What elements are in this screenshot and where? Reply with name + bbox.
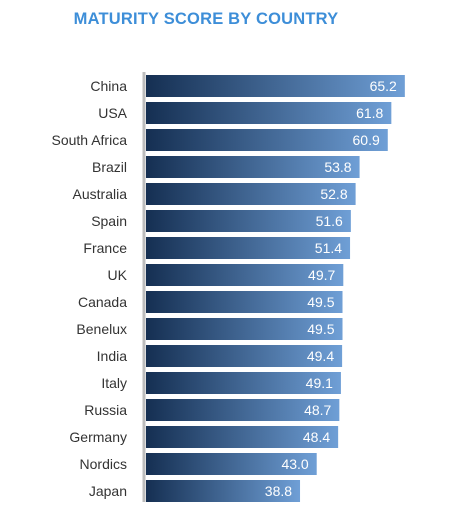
bar-australia [146, 183, 356, 205]
category-label-usa: USA [98, 105, 127, 121]
category-label-spain: Spain [91, 213, 127, 229]
bar-uk [146, 264, 344, 286]
category-label-nordics: Nordics [80, 456, 127, 472]
category-label-canada: Canada [78, 294, 127, 310]
bar-india [146, 345, 343, 367]
value-label-benelux: 49.5 [307, 321, 334, 337]
bar-benelux [146, 318, 343, 340]
bar-china [146, 75, 405, 97]
chart-title: MATURITY SCORE BY COUNTRY [73, 10, 339, 28]
bar-spain [146, 210, 351, 232]
category-label-australia: Australia [73, 186, 128, 202]
value-label-australia: 52.8 [320, 186, 347, 202]
value-label-china: 65.2 [370, 78, 397, 94]
value-label-south-africa: 60.9 [353, 132, 380, 148]
category-label-india: India [97, 348, 128, 364]
value-label-france: 51.4 [315, 240, 342, 256]
value-label-canada: 49.5 [307, 294, 334, 310]
category-label-china: China [90, 78, 127, 94]
value-label-spain: 51.6 [316, 213, 343, 229]
bar-canada [146, 291, 343, 313]
value-label-nordics: 43.0 [281, 456, 308, 472]
value-label-japan: 38.8 [265, 483, 292, 499]
category-label-benelux: Benelux [76, 321, 127, 337]
category-label-japan: Japan [89, 483, 127, 499]
value-label-brazil: 53.8 [324, 159, 351, 175]
bar-south-africa [146, 129, 388, 151]
bar-france [146, 237, 351, 259]
category-label-france: France [83, 240, 127, 256]
value-label-uk: 49.7 [308, 267, 335, 283]
bar-italy [146, 372, 341, 394]
bar-nordics [146, 453, 317, 475]
category-label-russia: Russia [84, 402, 127, 418]
value-label-india: 49.4 [307, 348, 334, 364]
bar-germany [146, 426, 339, 448]
bars-layer: China 65.2 USA 61.8 South Africa 60.9 Brazil 53… [52, 75, 405, 502]
value-label-russia: 48.7 [304, 402, 331, 418]
category-label-germany: Germany [69, 429, 127, 445]
value-label-italy: 49.1 [306, 375, 333, 391]
value-label-germany: 48.4 [303, 429, 330, 445]
bar-russia [146, 399, 340, 421]
value-label-usa: 61.8 [356, 105, 383, 121]
bar-brazil [146, 156, 360, 178]
category-label-south-africa: South Africa [52, 132, 128, 148]
bar-usa [146, 102, 392, 124]
category-label-uk: UK [108, 267, 128, 283]
bar-japan [146, 480, 301, 502]
category-label-brazil: Brazil [92, 159, 127, 175]
category-label-italy: Italy [101, 375, 127, 391]
